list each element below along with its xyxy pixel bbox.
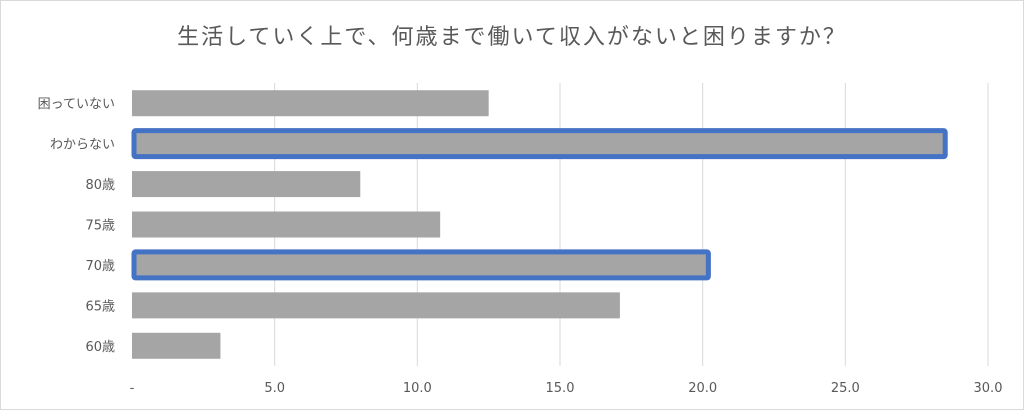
bar-80歳 [132,171,361,198]
bar-困っていない [132,90,489,117]
category-label: 80歳 [85,178,115,193]
x-tick-label: 20.0 [688,381,717,396]
bar-70歳 [131,249,711,281]
x-tick-label: 10.0 [403,381,432,396]
bars [131,90,948,359]
category-label: わからない [50,138,115,153]
bar-60歳 [132,332,221,359]
x-tick-label: 30.0 [974,381,1003,396]
x-tick-label: 15.0 [546,381,575,396]
x-tick-label: 25.0 [831,381,860,396]
x-axis-tick-labels: - 5.0 10.0 15.0 20.0 25.0 30.0 [130,381,1003,396]
category-label: 70歳 [85,259,115,274]
bar-わからない [131,128,948,160]
x-tick-label: 5.0 [264,381,285,396]
x-tick-label: - [130,381,135,396]
category-label: 65歳 [85,299,115,314]
bar-65歳 [132,292,620,319]
bar-75歳 [132,211,441,238]
category-label: 困っていない [38,97,115,112]
chart-title: 生活していく上で、何歳まで働いて収入がないと困りますか？ [177,25,847,50]
category-label: 75歳 [85,219,115,234]
category-label: 60歳 [85,340,115,355]
